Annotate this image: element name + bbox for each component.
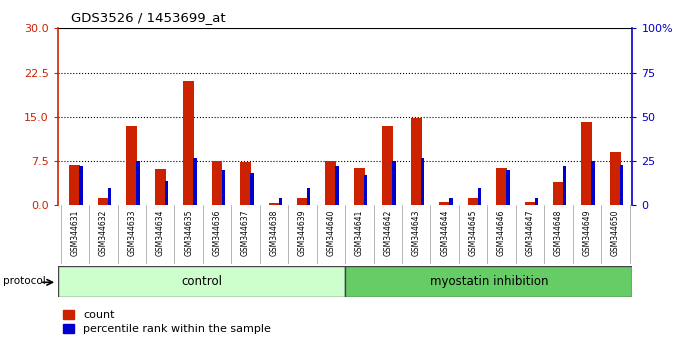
Bar xyxy=(69,165,80,205)
Bar xyxy=(165,181,168,205)
Bar xyxy=(392,161,396,205)
Text: GSM344632: GSM344632 xyxy=(99,210,108,256)
Bar xyxy=(58,266,345,297)
Text: GSM344640: GSM344640 xyxy=(326,210,335,257)
Bar xyxy=(108,188,112,205)
Bar xyxy=(126,126,137,205)
Text: GSM344646: GSM344646 xyxy=(497,210,506,257)
Bar xyxy=(449,198,453,205)
Text: GSM344639: GSM344639 xyxy=(298,210,307,257)
Text: GSM344642: GSM344642 xyxy=(384,210,392,256)
Bar xyxy=(468,198,479,205)
Bar xyxy=(411,118,422,205)
Text: GSM344643: GSM344643 xyxy=(411,210,421,257)
Text: protocol: protocol xyxy=(3,276,46,286)
Text: GSM344638: GSM344638 xyxy=(269,210,279,256)
Text: control: control xyxy=(181,275,222,288)
Text: GSM344641: GSM344641 xyxy=(355,210,364,256)
Text: GSM344631: GSM344631 xyxy=(70,210,80,256)
Text: myostatin inhibition: myostatin inhibition xyxy=(430,275,548,288)
Bar xyxy=(80,166,83,205)
Bar xyxy=(183,81,194,205)
Bar xyxy=(326,161,337,205)
Bar xyxy=(610,152,621,205)
Bar xyxy=(364,175,367,205)
Bar xyxy=(279,198,282,205)
Bar xyxy=(534,198,538,205)
Text: GDS3526 / 1453699_at: GDS3526 / 1453699_at xyxy=(71,11,226,24)
Bar xyxy=(211,161,222,205)
Text: GSM344650: GSM344650 xyxy=(611,210,620,257)
Bar xyxy=(553,182,564,205)
Text: GSM344633: GSM344633 xyxy=(127,210,136,257)
Bar xyxy=(382,126,393,205)
Bar xyxy=(297,198,308,205)
Bar xyxy=(506,170,509,205)
Text: GSM344635: GSM344635 xyxy=(184,210,193,257)
Text: GSM344644: GSM344644 xyxy=(440,210,449,257)
Text: GSM344637: GSM344637 xyxy=(241,210,250,257)
Text: GSM344634: GSM344634 xyxy=(156,210,165,257)
Bar xyxy=(477,188,481,205)
Text: GSM344645: GSM344645 xyxy=(469,210,477,257)
Bar xyxy=(563,166,566,205)
Bar xyxy=(155,169,166,205)
Bar xyxy=(496,168,507,205)
Text: GSM344647: GSM344647 xyxy=(526,210,534,257)
Bar xyxy=(222,170,225,205)
Text: GSM344636: GSM344636 xyxy=(213,210,222,257)
Bar xyxy=(524,202,535,205)
Bar xyxy=(269,203,279,205)
Legend: count, percentile rank within the sample: count, percentile rank within the sample xyxy=(63,310,271,334)
Bar xyxy=(620,165,624,205)
Bar xyxy=(581,121,592,205)
Bar xyxy=(307,188,310,205)
Bar xyxy=(250,173,254,205)
Text: GSM344648: GSM344648 xyxy=(554,210,563,256)
Bar xyxy=(354,168,364,205)
Bar xyxy=(335,166,339,205)
Bar xyxy=(439,202,450,205)
Bar xyxy=(240,162,251,205)
Bar xyxy=(592,161,595,205)
Bar xyxy=(345,266,632,297)
Bar xyxy=(193,158,197,205)
Bar xyxy=(136,161,139,205)
Bar xyxy=(421,158,424,205)
Bar xyxy=(98,198,109,205)
Text: GSM344649: GSM344649 xyxy=(582,210,592,257)
